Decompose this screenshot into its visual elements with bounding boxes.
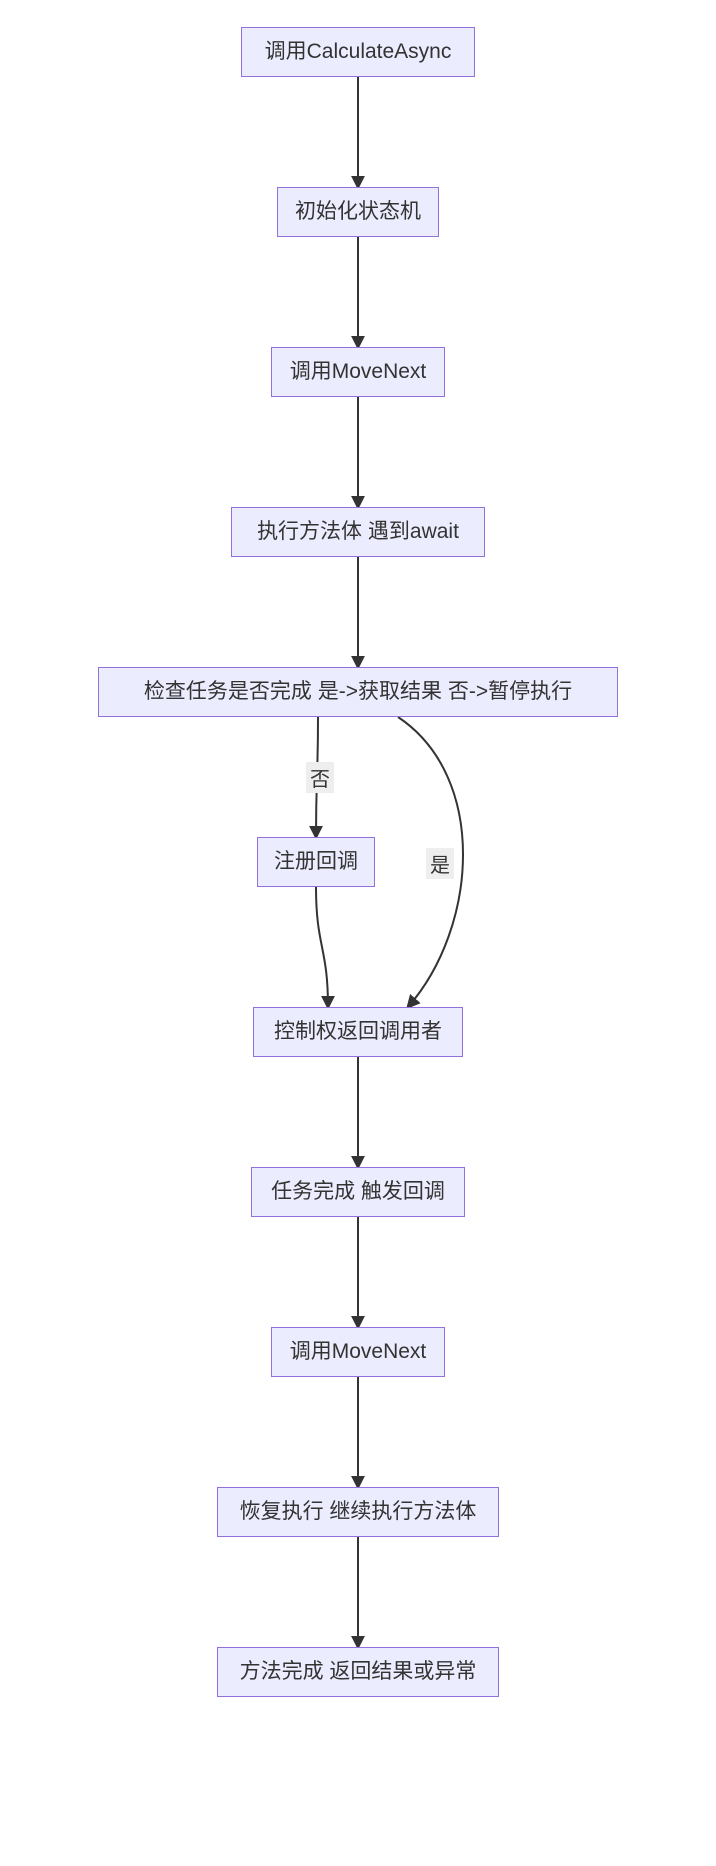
flow-node-n8: 调用MoveNext [271, 1327, 445, 1377]
edge-label-n4-n6: 是 [426, 848, 454, 879]
flow-node-n7: 任务完成 触发回调 [251, 1167, 465, 1217]
flow-node-n2: 调用MoveNext [271, 347, 445, 397]
flow-node-n10: 方法完成 返回结果或异常 [217, 1647, 499, 1697]
edge-label-n4-n5: 否 [306, 762, 334, 793]
flow-node-n0: 调用CalculateAsync [241, 27, 475, 77]
flow-node-n9: 恢复执行 继续执行方法体 [217, 1487, 499, 1537]
edge-n5-n6 [316, 887, 328, 1007]
flow-node-n1: 初始化状态机 [277, 187, 439, 237]
flow-node-n4: 检查任务是否完成 是->获取结果 否->暂停执行 [98, 667, 618, 717]
edges-layer [0, 0, 716, 1866]
flow-node-n5: 注册回调 [257, 837, 375, 887]
flow-node-n6: 控制权返回调用者 [253, 1007, 463, 1057]
flow-node-n3: 执行方法体 遇到await [231, 507, 485, 557]
